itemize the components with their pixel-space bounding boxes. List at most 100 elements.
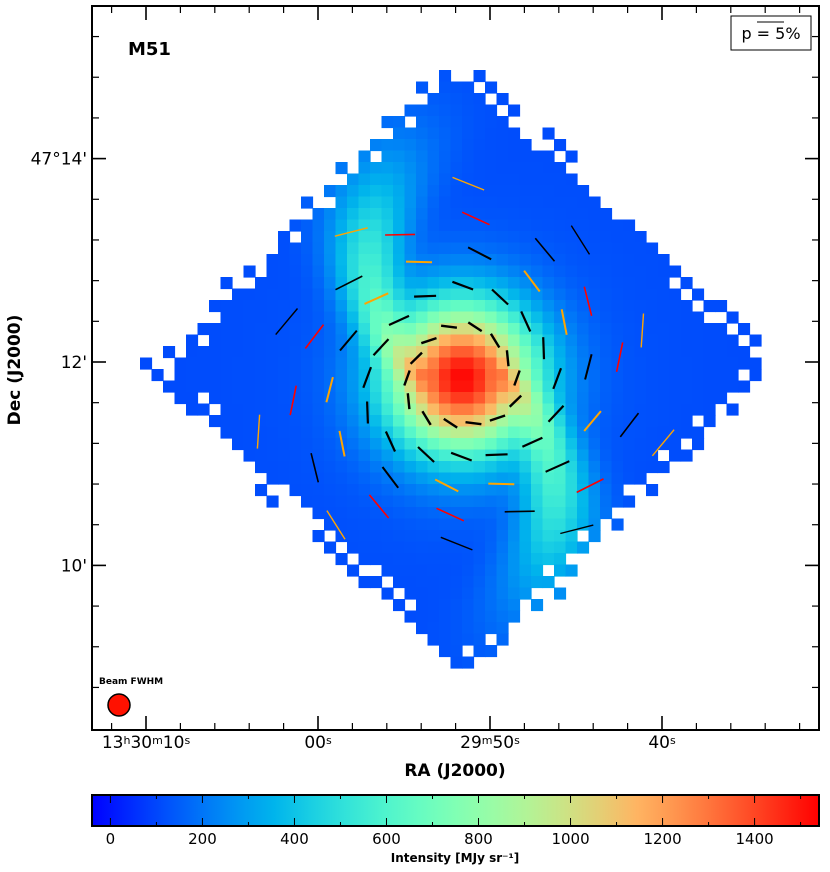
intensity-pixel [508,104,521,117]
intensity-pixel [393,438,406,451]
intensity-pixel [496,346,509,359]
intensity-pixel [703,334,716,347]
intensity-pixel [427,622,440,635]
intensity-pixel [600,380,613,393]
polarization-vector [364,292,389,305]
intensity-pixel [347,242,360,255]
intensity-pixel [289,369,302,382]
intensity-pixel [427,196,440,209]
intensity-pixel [358,541,371,554]
polarization-vector [504,510,535,513]
intensity-pixel [358,323,371,336]
intensity-pixel [347,219,360,232]
intensity-pixel [347,196,360,209]
intensity-pixel [565,208,578,221]
intensity-pixel [565,346,578,359]
intensity-pixel [174,369,187,382]
intensity-pixel [404,196,417,209]
intensity-pixel [565,438,578,451]
intensity-pixel [209,300,222,313]
intensity-pixel [749,369,762,382]
intensity-pixel [312,357,325,370]
intensity-pixel [324,449,337,462]
intensity-pixel [738,357,751,370]
intensity-pixel [496,311,509,324]
intensity-pixel [358,242,371,255]
intensity-pixel [427,127,440,140]
intensity-pixel [508,231,521,244]
intensity-pixel [508,254,521,267]
intensity-pixel [312,277,325,290]
intensity-pixel [416,599,429,612]
intensity-pixel [393,139,406,152]
intensity-pixel [439,242,452,255]
intensity-pixel [623,392,636,405]
intensity-pixel [358,472,371,485]
intensity-pixel [450,495,463,508]
intensity-pixel [669,380,682,393]
intensity-pixel [209,392,222,405]
intensity-pixel [381,323,394,336]
intensity-pixel [554,334,567,347]
intensity-pixel [404,254,417,267]
intensity-pixel [565,277,578,290]
intensity-pixel [611,449,624,462]
intensity-pixel [450,196,463,209]
intensity-pixel [519,403,532,416]
intensity-pixel [554,254,567,267]
intensity-pixel [243,415,256,428]
intensity-pixel [508,357,521,370]
intensity-pixel [335,495,348,508]
intensity-pixel [542,449,555,462]
intensity-pixel [381,277,394,290]
intensity-pixel [646,415,659,428]
intensity-pixel [439,323,452,336]
intensity-pixel [508,426,521,439]
intensity-pixel [220,334,233,347]
intensity-pixel [531,185,544,198]
polarization-vector [508,394,523,408]
intensity-pixel [611,311,624,324]
intensity-pixel [565,518,578,531]
intensity-pixel [531,277,544,290]
intensity-pixel [301,288,314,301]
intensity-pixel [197,403,210,416]
intensity-pixel [370,380,383,393]
intensity-pixel [370,311,383,324]
intensity-pixel [255,334,268,347]
intensity-pixel [289,357,302,370]
intensity-pixel [404,208,417,221]
intensity-pixel [462,610,475,623]
intensity-pixel [542,277,555,290]
intensity-pixel [519,196,532,209]
intensity-pixel [393,392,406,405]
intensity-pixel [347,231,360,244]
intensity-pixel [243,311,256,324]
intensity-pixel [462,484,475,497]
intensity-pixel [347,265,360,278]
intensity-pixel [623,277,636,290]
intensity-pixel [312,426,325,439]
intensity-pixel [554,587,567,600]
intensity-pixel [450,438,463,451]
intensity-pixel [358,334,371,347]
intensity-pixel [197,380,210,393]
intensity-pixel [588,277,601,290]
intensity-pixel [485,553,498,566]
intensity-pixel [358,254,371,267]
intensity-pixel [416,622,429,635]
intensity-pixel [473,541,486,554]
intensity-pixel [600,323,613,336]
intensity-pixel [508,185,521,198]
intensity-pixel [312,403,325,416]
intensity-pixel [416,162,429,175]
intensity-pixel [416,254,429,267]
intensity-pixel [485,403,498,416]
intensity-pixel [531,507,544,520]
intensity-pixel [531,576,544,589]
intensity-pixel [416,541,429,554]
intensity-pixel [439,449,452,462]
intensity-pixel [450,334,463,347]
intensity-pixel [324,495,337,508]
polarization-vector [421,410,432,426]
